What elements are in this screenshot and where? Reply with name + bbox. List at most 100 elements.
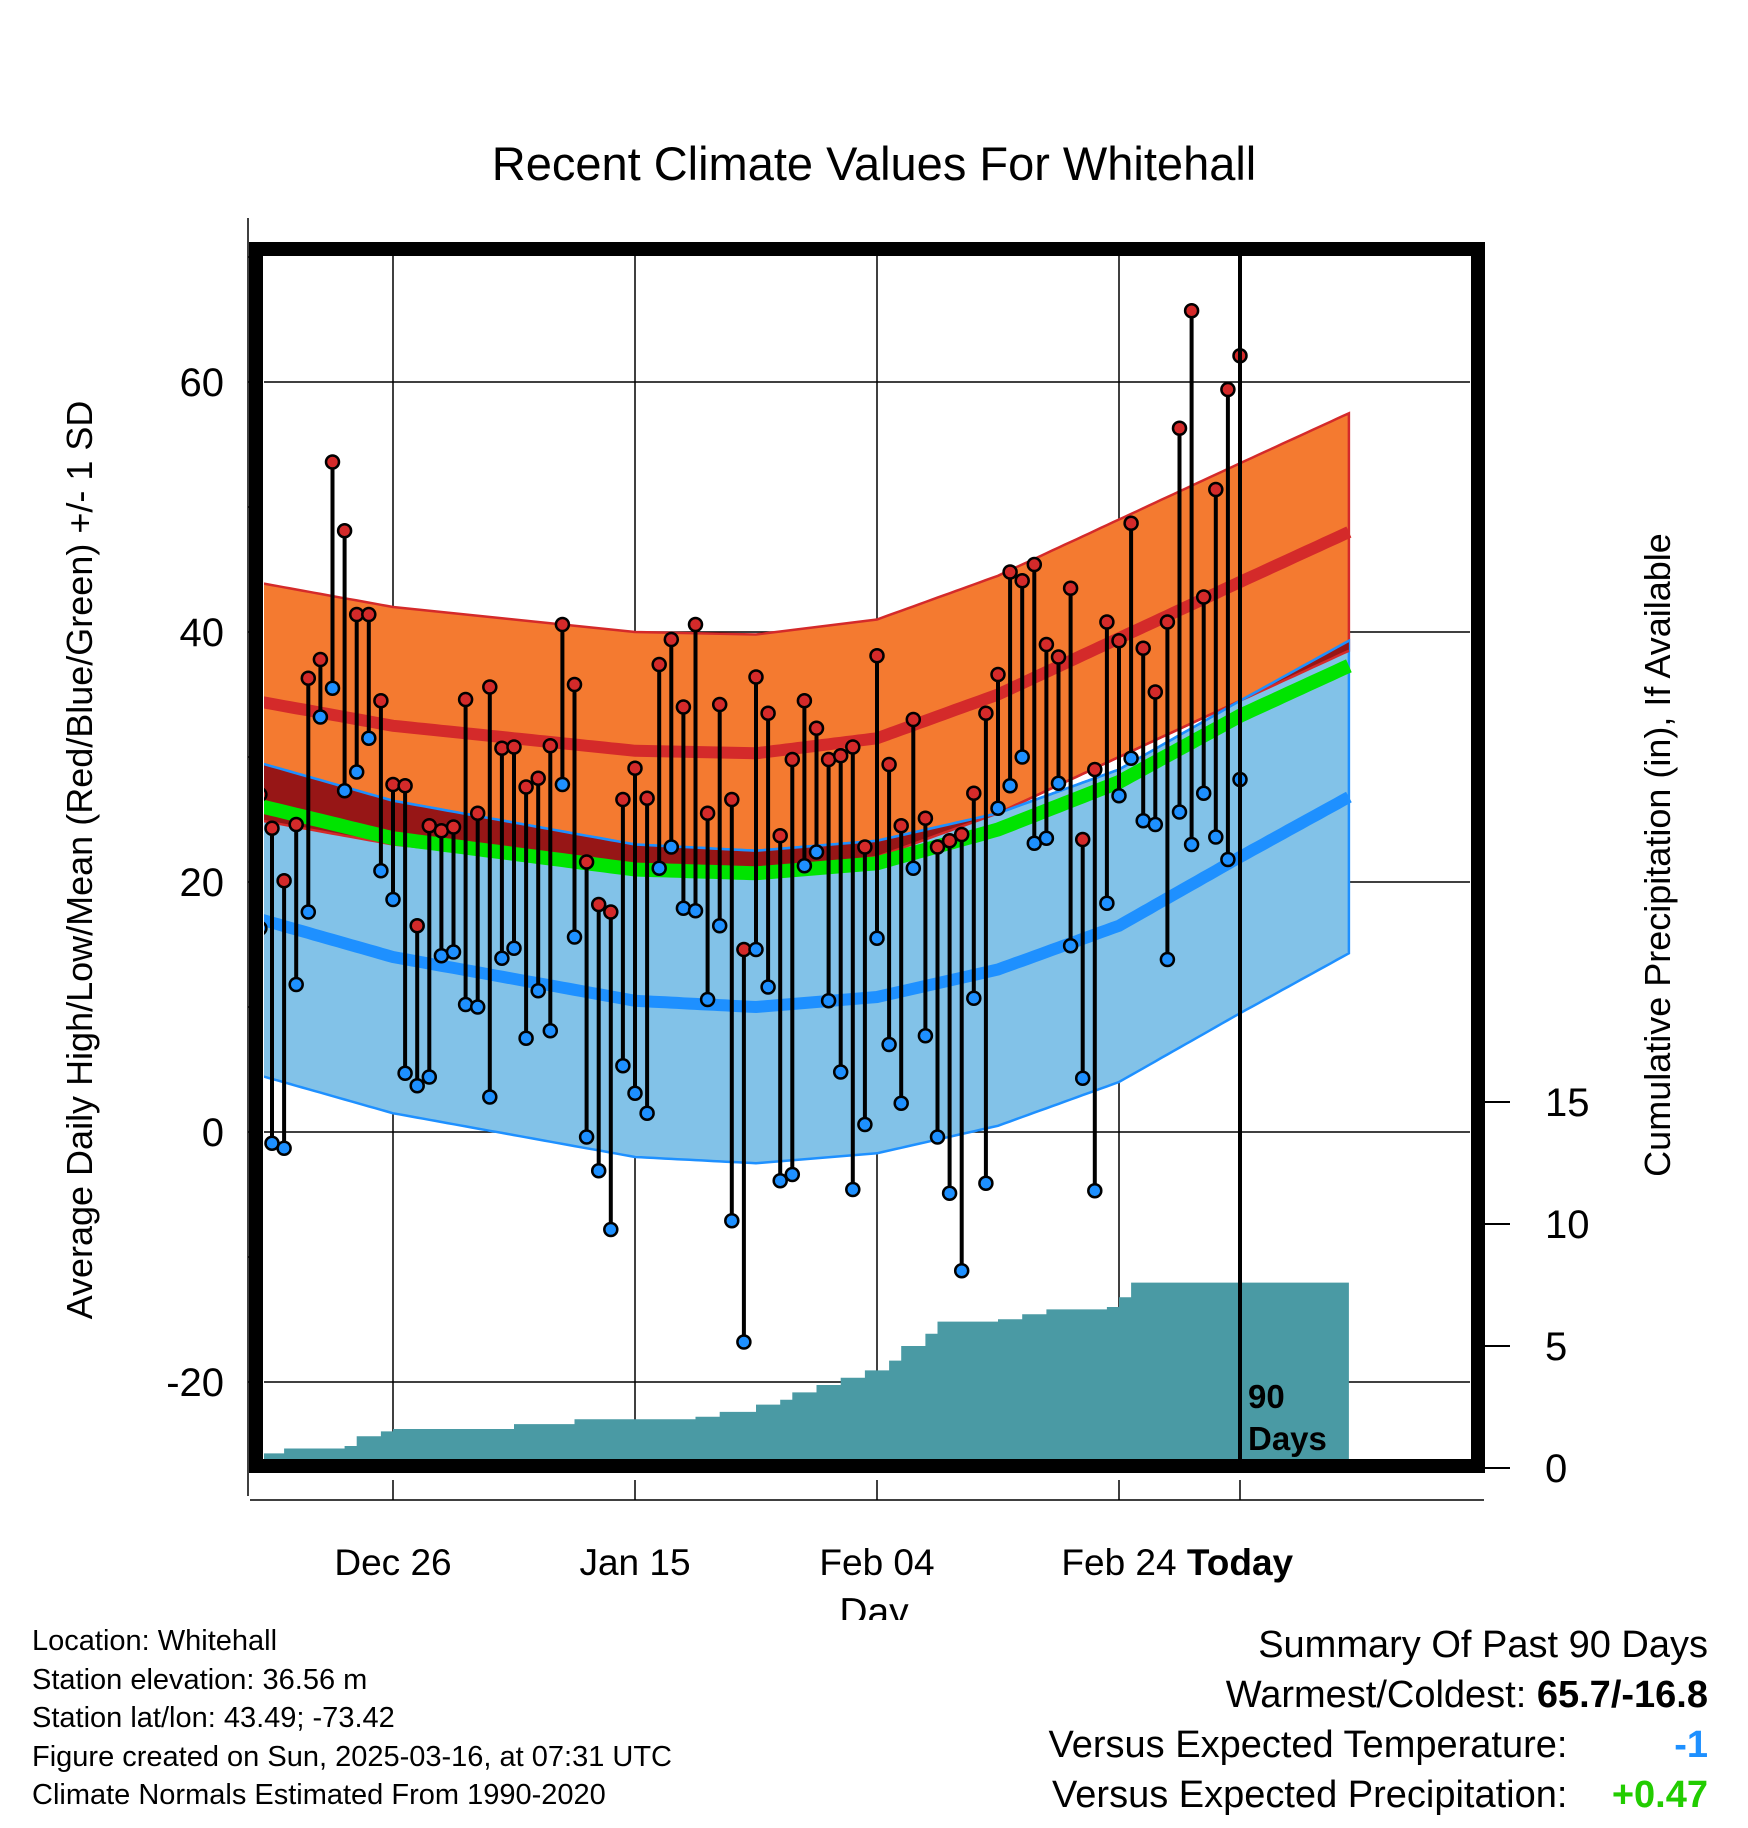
summary-panel: Summary Of Past 90 Days Warmest/Coldest:… — [1049, 1620, 1708, 1820]
observed-low-point — [917, 1028, 934, 1044]
bottom-tick-label: Feb 04 — [819, 1542, 934, 1583]
observed-high-point — [1208, 481, 1224, 498]
observed-high-point — [469, 805, 486, 821]
observed-high-point — [312, 651, 329, 668]
observed-high-point — [530, 770, 546, 786]
observed-high-point — [1183, 303, 1200, 319]
observed-high-point — [869, 648, 885, 664]
observed-high-point — [1050, 649, 1067, 665]
observed-low-point — [566, 929, 583, 945]
observed-high-point — [324, 454, 341, 470]
observed-high-point — [1195, 589, 1212, 605]
temp-departure-label: Versus Expected Temperature: — [1048, 1724, 1568, 1766]
observed-low-point — [1014, 749, 1030, 765]
warmest-coldest-value: 65.7/-16.8 — [1536, 1674, 1708, 1716]
observed-high-point — [361, 606, 377, 623]
observed-high-point — [663, 631, 680, 648]
observed-low-point — [929, 1129, 946, 1145]
bottom-tick-label: Jan 15 — [579, 1542, 690, 1583]
observed-low-point — [990, 800, 1006, 816]
left-tick-label: 40 — [180, 611, 225, 655]
observed-low-point — [1123, 750, 1139, 766]
y-axis-label-left: Average Daily High/Low/Mean (Red/Blue/Gr… — [59, 401, 100, 1320]
observed-low-point — [651, 860, 667, 876]
observed-high-point — [217, 834, 230, 847]
today-label-days: Days — [1248, 1420, 1327, 1457]
observed-low-point — [760, 979, 776, 995]
observed-low-point — [181, 667, 194, 680]
observed-low-point — [542, 1023, 559, 1039]
observed-high-point — [748, 669, 764, 685]
observed-low-point — [663, 839, 680, 855]
cumulative-precip-area — [264, 1282, 1349, 1465]
observed-high-point — [832, 748, 849, 764]
observed-low-point — [905, 860, 922, 876]
observed-low-point — [1050, 775, 1067, 791]
observed-low-point — [820, 993, 837, 1009]
observed-high-point — [264, 820, 280, 836]
bottom-tick-label: Dec 26 — [334, 1542, 451, 1583]
observed-low-point — [675, 900, 692, 916]
normal-mean-line — [264, 659, 1352, 881]
elevation-text: Station elevation: 36.56 m — [32, 1663, 368, 1696]
observed-high-point — [1159, 614, 1176, 630]
observed-low-point — [772, 1173, 788, 1189]
observed-high-point — [990, 666, 1006, 683]
observed-high-point — [590, 896, 607, 913]
observed-low-point — [893, 1095, 909, 1111]
observed-low-point — [1002, 778, 1018, 794]
observed-low-point — [1038, 830, 1055, 846]
observed-high-point — [1147, 684, 1164, 700]
observed-low-point — [324, 680, 341, 696]
location-text: Location: Whitehall — [32, 1625, 278, 1657]
observed-low-point — [796, 858, 813, 874]
observed-high-point — [687, 616, 704, 633]
observed-low-point — [627, 1085, 643, 1101]
observed-high-point — [724, 791, 740, 808]
left-tick-label: -20 — [166, 1361, 224, 1405]
observed-low-point — [482, 1089, 498, 1105]
observed-high-point — [1220, 381, 1236, 398]
observed-high-point — [373, 693, 389, 709]
observed-low-point — [857, 1116, 873, 1133]
observed-high-point — [1026, 556, 1043, 573]
observed-low-point — [193, 807, 206, 820]
observed-high-point — [941, 833, 958, 849]
normal-low-line — [264, 791, 1352, 1014]
observed-low-point — [530, 983, 546, 999]
observed-high-point — [917, 810, 934, 826]
observed-low-point — [953, 1263, 970, 1279]
left-tick-label: 20 — [180, 861, 225, 905]
observed-high-point — [482, 679, 498, 695]
observed-low-point — [808, 844, 825, 860]
observed-low-point — [881, 1036, 897, 1053]
observed-low-point — [157, 794, 170, 807]
precip-departure-value: +0.47 — [1611, 1774, 1708, 1816]
observed-high-point — [627, 760, 643, 776]
observed-low-point — [518, 1030, 534, 1046]
observed-low-point — [711, 918, 728, 934]
observed-high-point — [1038, 636, 1055, 653]
temp-departure-row: Versus Expected Temperature: -1 — [1049, 1720, 1708, 1770]
observed-high-point — [542, 738, 559, 754]
observed-low-point — [494, 950, 510, 966]
observed-low-point — [1111, 788, 1127, 804]
observed-high-point — [699, 805, 716, 821]
right-tick-label: 15 — [1545, 1081, 1590, 1125]
right-tick-label: 10 — [1545, 1203, 1590, 1247]
observed-high-point — [1111, 633, 1127, 649]
observed-high-point — [966, 785, 982, 801]
observed-low-point — [832, 1064, 849, 1080]
observed-high-point — [169, 463, 182, 476]
observed-low-point — [736, 1334, 752, 1350]
observed-high-point — [1087, 761, 1103, 778]
observed-low-point — [385, 891, 401, 908]
right-tick-label: 5 — [1545, 1325, 1567, 1369]
warmest-coldest-label: Warmest/Coldest: — [1225, 1674, 1527, 1716]
latlon-text: Station lat/lon: 43.49; -73.42 — [32, 1702, 395, 1734]
observed-high-point — [409, 918, 425, 934]
bottom-tick-label: Feb 24 — [1061, 1542, 1176, 1583]
observed-low-point — [348, 764, 365, 780]
observed-high-point — [845, 739, 861, 755]
normal-high-line — [264, 526, 1352, 760]
